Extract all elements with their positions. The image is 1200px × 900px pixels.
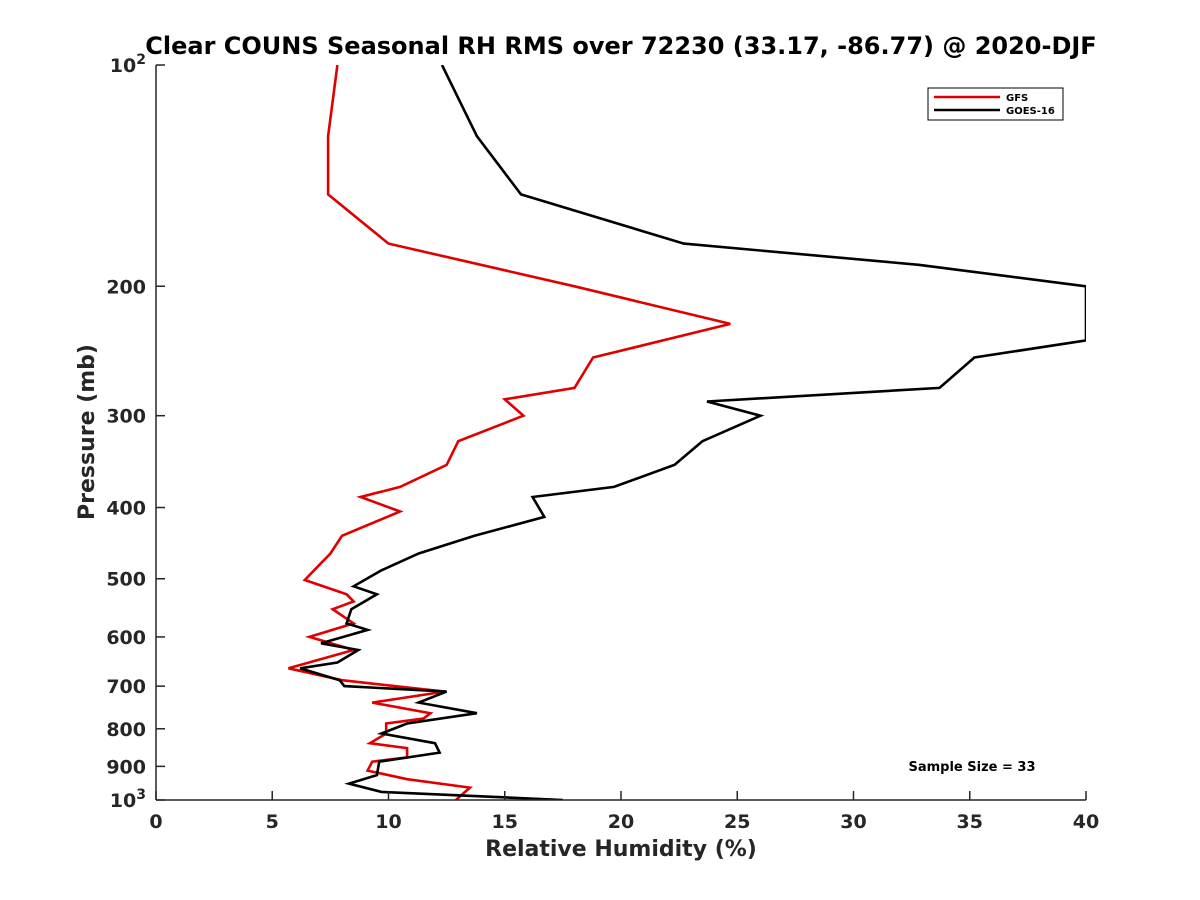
y-tick-label: 300 xyxy=(106,406,146,428)
legend-box xyxy=(927,87,1064,121)
x-tick-label: 30 xyxy=(840,811,866,833)
x-tick-label: 40 xyxy=(1073,811,1099,833)
axis-layer: 0 5 10 15 20 25 30 35 40 102 200 300 400 500 600 700 800… xyxy=(106,52,1099,833)
x-tick-label: 5 xyxy=(266,811,279,833)
y-tick-label: 400 xyxy=(106,498,146,520)
plot-background xyxy=(156,65,1086,800)
legend-label-gfs: GFS xyxy=(1006,93,1028,104)
chart-title: Clear COUNS Seasonal RH RMS over 72230 (… xyxy=(145,32,1096,60)
series-line-gfs xyxy=(288,65,731,800)
series-layer xyxy=(288,65,1086,800)
y-tick-label: 500 xyxy=(106,569,146,591)
y-tick-label: 800 xyxy=(106,719,146,741)
x-tick-label: 20 xyxy=(608,811,634,833)
x-tick-label: 15 xyxy=(492,811,518,833)
x-tick-label: 10 xyxy=(375,811,401,833)
y-tick-label: 700 xyxy=(106,676,146,698)
y-tick-label: 600 xyxy=(106,627,146,649)
y-axis-label: Pressure (mb) xyxy=(75,344,100,520)
y-tick-label: 900 xyxy=(106,756,146,778)
x-tick-label: 35 xyxy=(957,811,983,833)
legend-label-goes16: GOES-16 xyxy=(1006,106,1055,117)
series-line-goes16 xyxy=(299,65,1086,800)
sample-size-annotation: Sample Size = 33 xyxy=(908,760,1035,775)
legend: GFS GOES-16 xyxy=(927,87,1064,121)
y-tick-label: 102 xyxy=(110,52,146,77)
x-tick-label: 25 xyxy=(724,811,750,833)
x-tick-label: 0 xyxy=(149,811,162,833)
y-tick-label: 200 xyxy=(106,276,146,298)
x-axis-label: Relative Humidity (%) xyxy=(485,837,757,862)
y-tick-label: 103 xyxy=(110,787,146,812)
